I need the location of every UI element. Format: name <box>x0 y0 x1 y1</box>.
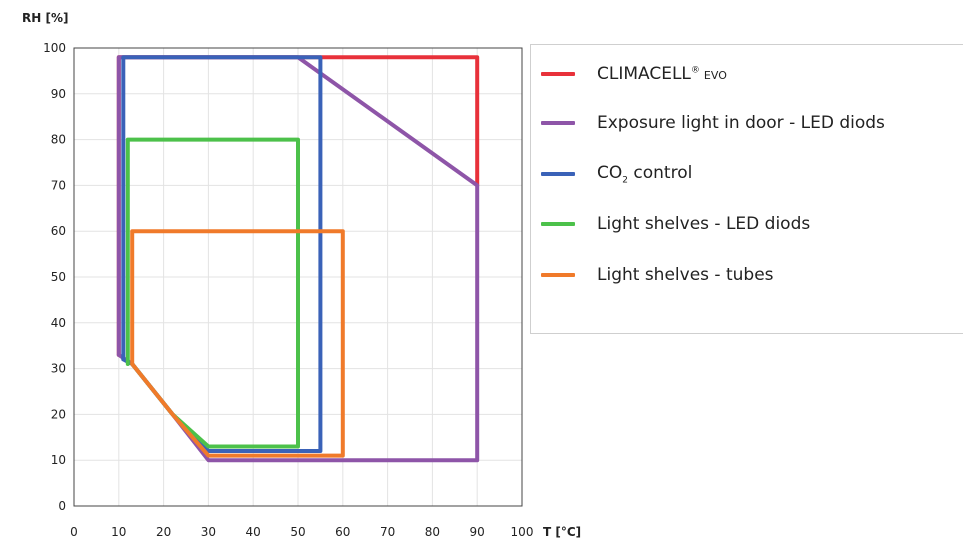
x-tick-label-50: 50 <box>290 525 305 539</box>
x-tick-label-100: 100 <box>511 525 534 539</box>
legend-label-led-shelves: Light shelves - LED diods <box>597 214 811 234</box>
legend-swatch-led-shelves <box>541 222 575 226</box>
y-tick-label-90: 90 <box>51 87 66 101</box>
x-tick-labels: 0 10 20 30 40 50 60 70 80 90 100 <box>70 525 533 539</box>
y-tick-label-80: 80 <box>51 133 66 147</box>
y-tick-label-60: 60 <box>51 224 66 238</box>
series-line-4 <box>130 229 345 458</box>
legend-label-climacell: CLIMACELL® EVO <box>597 64 727 84</box>
x-tick-label-40: 40 <box>246 525 261 539</box>
legend-item-led-shelves: Light shelves - LED diods <box>541 211 810 237</box>
legend-item-tube-shelves: Light shelves - tubes <box>541 262 774 288</box>
legend-label-climacell-suffix: EVO <box>703 69 727 82</box>
y-tick-label-50: 50 <box>51 270 66 284</box>
x-tick-label-0: 0 <box>70 525 78 539</box>
y-tick-label-30: 30 <box>51 362 66 376</box>
x-tick-label-80: 80 <box>425 525 440 539</box>
legend-swatch-exposure <box>541 121 575 125</box>
legend-label-co2-sub: 2 <box>622 175 628 186</box>
y-tick-label-70: 70 <box>51 178 66 192</box>
x-tick-label-90: 90 <box>470 525 485 539</box>
legend-label-climacell-main: CLIMACELL <box>597 64 691 84</box>
y-tick-label-40: 40 <box>51 316 66 330</box>
legend: CLIMACELL® EVO Exposure light in door - L… <box>530 44 963 334</box>
y-tick-label-10: 10 <box>51 453 66 467</box>
x-tick-label-30: 30 <box>201 525 216 539</box>
y-axis-label: RH [%] <box>22 11 68 25</box>
legend-label-co2: CO2 control <box>597 163 692 185</box>
legend-swatch-climacell <box>541 72 575 76</box>
legend-label-climacell-sup: ® <box>690 65 700 76</box>
legend-label-exposure: Exposure light in door - LED diods <box>597 113 885 133</box>
plot-frame <box>73 47 523 507</box>
legend-label-co2-main: CO <box>597 162 623 183</box>
y-tick-label-20: 20 <box>51 407 66 421</box>
series-group <box>116 55 480 463</box>
y-tick-label-100: 100 <box>43 41 66 55</box>
legend-label-co2-suffix: control <box>628 162 693 183</box>
legend-item-exposure: Exposure light in door - LED diods <box>541 110 885 136</box>
x-axis-label: T [°C] <box>543 525 581 539</box>
legend-item-co2: CO2 control <box>541 161 692 187</box>
legend-swatch-tube-shelves <box>541 273 575 277</box>
legend-label-tube-shelves: Light shelves - tubes <box>597 265 774 285</box>
y-tick-labels: 0 10 20 30 40 50 60 70 80 90 100 <box>43 41 66 513</box>
y-tick-label-0: 0 <box>58 499 66 513</box>
legend-swatch-co2 <box>541 172 575 176</box>
x-tick-label-70: 70 <box>380 525 395 539</box>
x-tick-label-20: 20 <box>156 525 171 539</box>
x-tick-label-60: 60 <box>335 525 350 539</box>
x-tick-label-10: 10 <box>111 525 126 539</box>
legend-item-climacell: CLIMACELL® EVO <box>541 61 727 87</box>
